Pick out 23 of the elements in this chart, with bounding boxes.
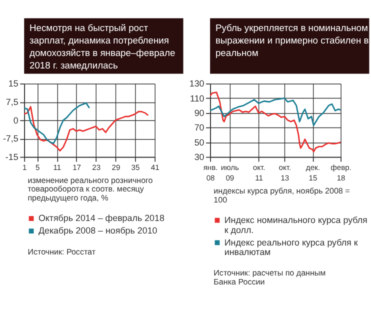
- y-tick-label: 15: [8, 78, 18, 89]
- text: Источник: расчеты по данным Банка России: [214, 268, 326, 287]
- legend-label: Индекс номинального курса рубля к долл.: [224, 214, 368, 235]
- line-series: [24, 102, 90, 144]
- text: изменение реального розничного товарооборота к соотв. месяцу предыдущего года, %: [28, 176, 154, 203]
- chart-title: Несмотря на быстрый рост зарплат, динамика потребления домохозяйств в январе–феврале 2018 г. замедлилась: [30, 22, 176, 70]
- y-tick-label: 110: [190, 93, 204, 104]
- y-tick-label: 70: [194, 122, 204, 133]
- chart-title: Рубль укрепляется в номинальном выражении и примерно стабилен в реальном: [215, 22, 369, 58]
- y-tick-label: -15: [5, 152, 18, 162]
- legend-label: Индекс реального курса рубля к инвалютам: [224, 237, 358, 258]
- text: индексы курса рубля, ноябрь 2008 = 100: [214, 186, 350, 204]
- y-tick-label: 130: [189, 78, 204, 89]
- y-tick-label: 50: [194, 137, 204, 148]
- line-series: [24, 106, 149, 152]
- y-tick-label: 30: [194, 152, 204, 162]
- text: Источник: Росстат: [28, 247, 96, 256]
- legend-label: Октябрь 2014 – февраль 2018: [38, 213, 164, 224]
- y-tick-label: 90: [194, 108, 204, 118]
- y-tick-label: 7,5: [6, 96, 18, 107]
- legend-label: Декабрь 2008 – ноябрь 2010: [38, 226, 158, 236]
- y-tick-label: -7,5: [2, 134, 18, 144]
- y-tick-label: 0: [13, 115, 18, 126]
